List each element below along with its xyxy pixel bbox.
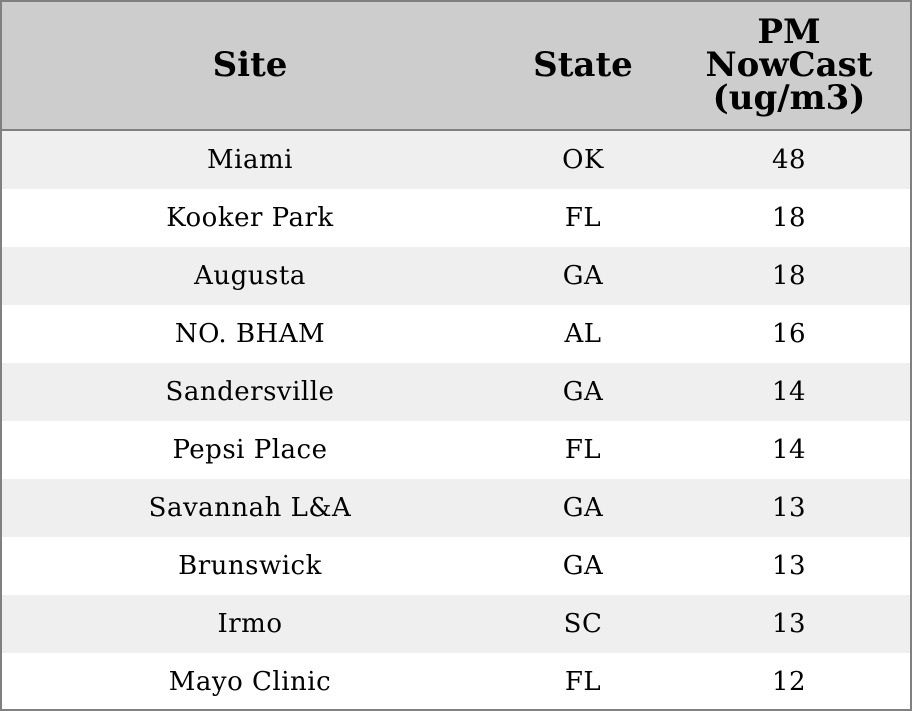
cell-state: AL [564,319,602,349]
cell-site: Miami [207,145,293,175]
cell-state: GA [562,551,604,581]
table-row: Mayo Clinic FL 12 [2,653,910,709]
cell-state: FL [564,203,602,233]
table-header: Site State PM NowCast (ug/m3) [2,2,910,131]
table-row: Brunswick GA 13 [2,537,910,595]
table-row: Sandersville GA 14 [2,363,910,421]
cell-site: NO. BHAM [174,319,326,349]
table-row: Augusta GA 18 [2,247,910,305]
cell-pm-value: 14 [771,435,807,465]
cell-state: FL [564,435,602,465]
column-header-state: State [533,45,633,85]
column-header-site: Site [212,45,288,85]
cell-pm-value: 18 [771,203,807,233]
column-header-pm-nowcast: PM NowCast (ug/m3) [705,12,873,118]
table-row: Kooker Park FL 18 [2,189,910,247]
cell-state: GA [562,377,604,407]
cell-pm-value: 48 [771,145,807,175]
cell-state: GA [562,261,604,291]
cell-site: Savannah L&A [148,493,352,523]
table-row: Miami OK 48 [2,131,910,189]
cell-state: SC [563,609,603,639]
cell-pm-value: 13 [771,551,807,581]
cell-site: Pepsi Place [172,435,328,465]
table-row: Savannah L&A GA 13 [2,479,910,537]
table-row: Pepsi Place FL 14 [2,421,910,479]
cell-pm-value: 14 [771,377,807,407]
cell-pm-value: 13 [771,493,807,523]
cell-site: Mayo Clinic [168,667,332,697]
table-row: NO. BHAM AL 16 [2,305,910,363]
cell-pm-value: 12 [771,667,807,697]
cell-state: FL [564,667,602,697]
cell-pm-value: 16 [771,319,807,349]
cell-site: Irmo [217,609,283,639]
cell-pm-value: 13 [771,609,807,639]
cell-site: Sandersville [165,377,335,407]
cell-site: Augusta [194,261,306,291]
cell-state: OK [562,145,604,175]
cell-site: Brunswick [178,551,322,581]
cell-pm-value: 18 [771,261,807,291]
table-row: Irmo SC 13 [2,595,910,653]
cell-state: GA [562,493,604,523]
cell-site: Kooker Park [166,203,334,233]
